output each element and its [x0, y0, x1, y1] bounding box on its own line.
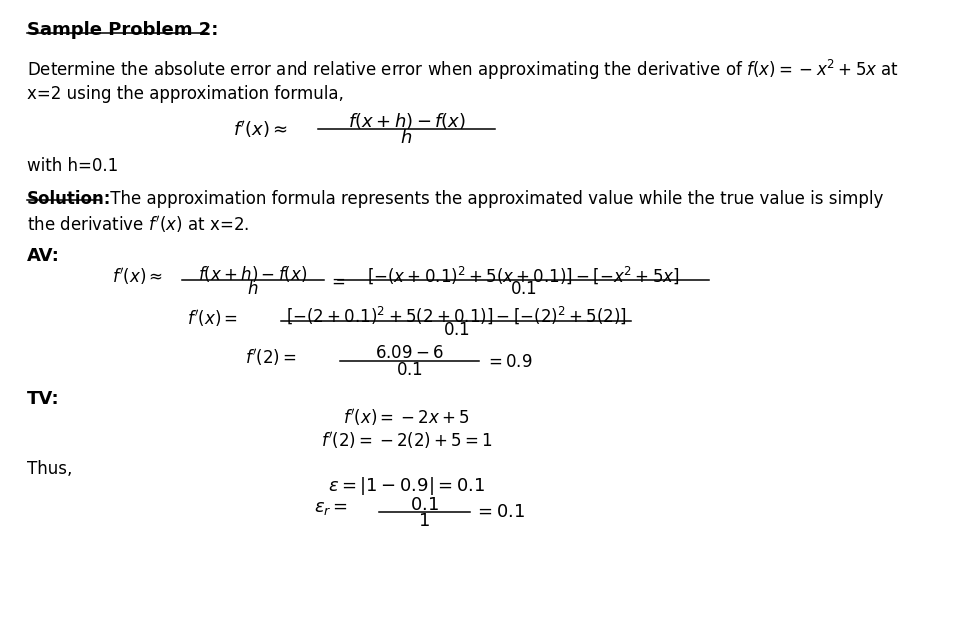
- Text: $f'(2) =$: $f'(2) =$: [245, 347, 297, 368]
- Text: $0.1$: $0.1$: [396, 361, 423, 379]
- Text: $f(x + h) - f(x)$: $f(x + h) - f(x)$: [198, 264, 308, 284]
- Text: x=2 using the approximation formula,: x=2 using the approximation formula,: [27, 85, 343, 103]
- Text: $h$: $h$: [400, 129, 412, 146]
- Text: $[-(x + 0.1)^2 + 5(x + 0.1)] - [-x^2 + 5x]$: $[-(x + 0.1)^2 + 5(x + 0.1)] - [-x^2 + 5…: [367, 264, 679, 286]
- Text: $=$: $=$: [328, 272, 345, 290]
- Text: Sample Problem 2:: Sample Problem 2:: [27, 21, 218, 40]
- Text: with h=0.1: with h=0.1: [27, 157, 118, 175]
- Text: The approximation formula represents the approximated value while the true value: The approximation formula represents the…: [105, 190, 882, 207]
- Text: $f'(2) = -2(2) + 5 = 1$: $f'(2) = -2(2) + 5 = 1$: [320, 430, 492, 451]
- Text: $h$: $h$: [247, 280, 259, 298]
- Text: $\varepsilon_r =$: $\varepsilon_r =$: [313, 499, 347, 517]
- Text: $f(x + h) - f(x)$: $f(x + h) - f(x)$: [347, 111, 465, 131]
- Text: the derivative $f'(x)$ at x=2.: the derivative $f'(x)$ at x=2.: [27, 214, 249, 236]
- Text: $f'(x) = -2x + 5$: $f'(x) = -2x + 5$: [343, 408, 469, 428]
- Text: $f'(x) =$: $f'(x) =$: [186, 308, 237, 329]
- Text: $0.1$: $0.1$: [509, 280, 536, 298]
- Text: $f'(x) \approx$: $f'(x) \approx$: [111, 266, 162, 287]
- Text: $= 0.9$: $= 0.9$: [484, 353, 532, 371]
- Text: $0.1$: $0.1$: [443, 321, 470, 339]
- Text: $6.09 - 6$: $6.09 - 6$: [375, 345, 444, 362]
- Text: Solution:: Solution:: [27, 190, 111, 207]
- Text: TV:: TV:: [27, 390, 60, 408]
- Text: $f'(x) \approx$: $f'(x) \approx$: [233, 119, 287, 139]
- Text: $0.1$: $0.1$: [409, 495, 438, 514]
- Text: $1$: $1$: [418, 512, 430, 530]
- Text: Thus,: Thus,: [27, 460, 72, 479]
- Text: $\varepsilon = |1 - 0.9| = 0.1$: $\varepsilon = |1 - 0.9| = 0.1$: [328, 475, 484, 497]
- Text: Determine the absolute error and relative error when approximating the derivativ: Determine the absolute error and relativ…: [27, 58, 899, 82]
- Text: $[-(2 + 0.1)^2 + 5(2 + 0.1)] - [-(2)^2 + 5(2)]$: $[-(2 + 0.1)^2 + 5(2 + 0.1)] - [-(2)^2 +…: [286, 304, 627, 326]
- Text: $= 0.1$: $= 0.1$: [473, 503, 524, 521]
- Text: AV:: AV:: [27, 247, 60, 265]
